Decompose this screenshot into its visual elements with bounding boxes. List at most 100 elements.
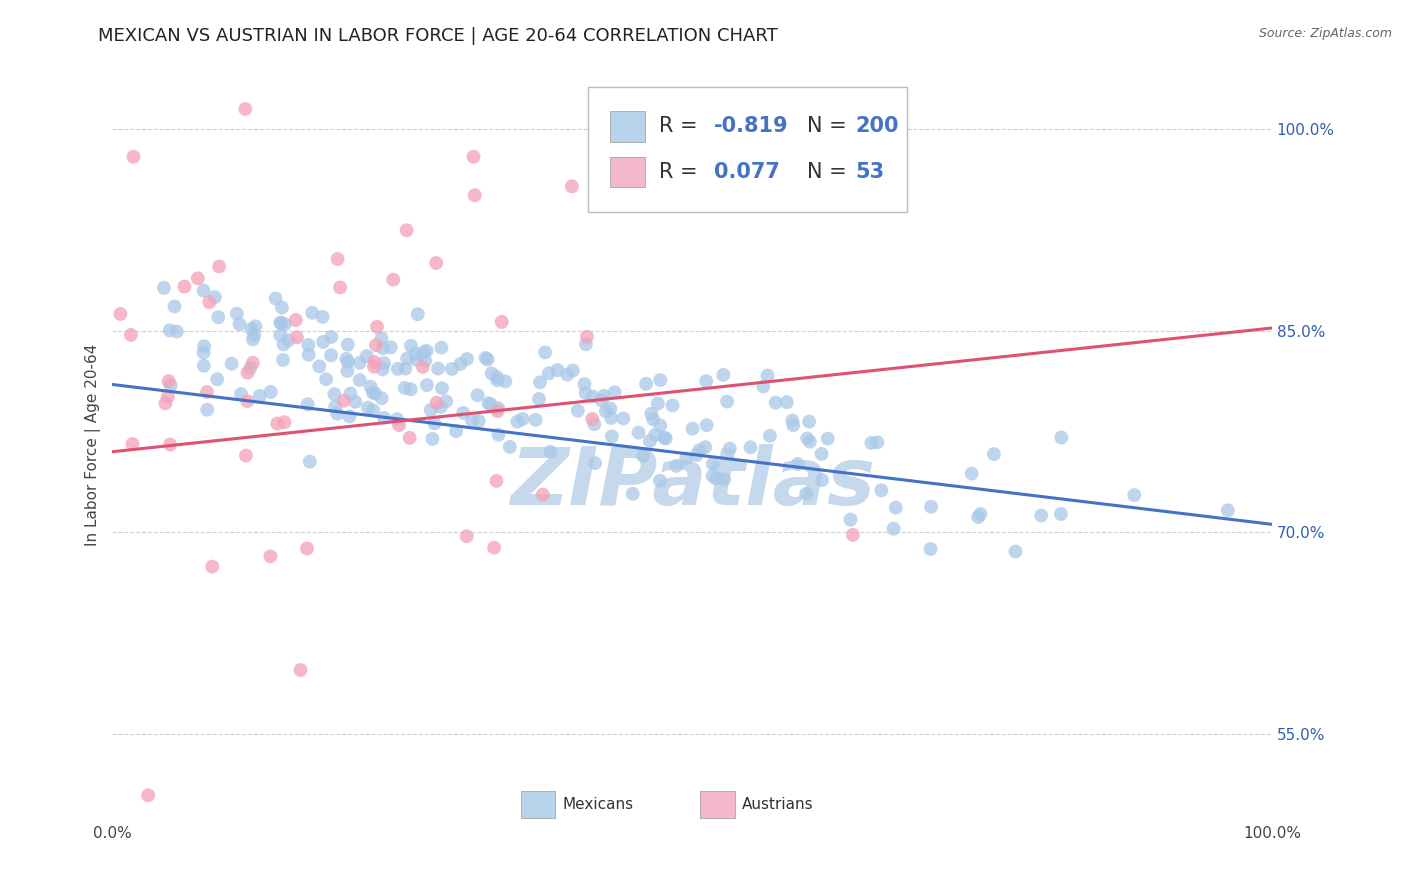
Point: [385, 412, 408, 426]
Point: [323, 387, 346, 401]
FancyBboxPatch shape: [610, 112, 644, 142]
Point: [695, 374, 717, 388]
Point: [759, 429, 782, 443]
Point: [654, 430, 676, 444]
Point: [603, 385, 626, 400]
Point: [157, 374, 180, 388]
Point: [242, 356, 264, 370]
Point: [450, 357, 472, 371]
Point: [364, 386, 387, 401]
Point: [621, 487, 644, 501]
Point: [321, 330, 343, 344]
Point: [269, 316, 291, 330]
Point: [387, 362, 409, 376]
Point: [419, 403, 441, 417]
Point: [695, 440, 717, 454]
Point: [534, 345, 557, 359]
Point: [225, 307, 247, 321]
Point: [481, 367, 503, 381]
Y-axis label: In Labor Force | Age 20-64: In Labor Force | Age 20-64: [86, 343, 101, 546]
Point: [817, 432, 839, 446]
Point: [794, 486, 817, 500]
Point: [240, 322, 263, 336]
Point: [440, 362, 463, 376]
Point: [786, 457, 808, 471]
Point: [567, 403, 589, 417]
Point: [423, 417, 446, 431]
Point: [235, 449, 257, 463]
Point: [198, 295, 221, 310]
Point: [349, 373, 371, 387]
Point: [229, 387, 252, 401]
Point: [380, 340, 402, 354]
Point: [711, 368, 734, 382]
Point: [756, 368, 779, 383]
Point: [193, 359, 215, 373]
Point: [799, 415, 821, 429]
FancyBboxPatch shape: [588, 87, 907, 211]
Point: [187, 271, 209, 285]
Point: [464, 188, 486, 202]
Point: [415, 343, 437, 358]
Point: [636, 376, 658, 391]
Point: [363, 355, 385, 369]
Point: [159, 323, 181, 337]
Point: [547, 363, 569, 377]
Point: [591, 393, 613, 408]
Point: [364, 338, 387, 352]
Point: [688, 443, 710, 458]
Point: [312, 334, 335, 349]
Point: [494, 375, 516, 389]
Point: [269, 328, 291, 343]
Point: [266, 417, 288, 431]
Point: [467, 414, 489, 428]
Text: Austrians: Austrians: [742, 797, 814, 813]
Point: [290, 663, 312, 677]
Point: [163, 300, 186, 314]
Point: [776, 395, 799, 409]
Point: [242, 332, 264, 346]
Point: [486, 373, 509, 387]
Point: [506, 415, 529, 429]
Text: Source: ZipAtlas.com: Source: ZipAtlas.com: [1258, 27, 1392, 40]
Point: [870, 483, 893, 498]
Point: [499, 440, 522, 454]
Point: [638, 434, 661, 448]
Point: [326, 252, 349, 266]
Point: [486, 401, 509, 416]
Point: [600, 411, 623, 425]
Point: [920, 542, 942, 557]
Point: [713, 472, 735, 486]
Point: [561, 363, 583, 377]
Point: [339, 386, 361, 401]
Point: [311, 310, 333, 324]
Point: [405, 347, 427, 361]
Point: [704, 471, 727, 485]
Point: [335, 351, 357, 366]
Point: [574, 377, 596, 392]
Point: [394, 381, 416, 395]
Point: [643, 412, 665, 426]
Point: [264, 292, 287, 306]
Point: [581, 412, 603, 426]
Point: [960, 467, 983, 481]
Point: [297, 338, 319, 352]
Point: [360, 379, 382, 393]
Point: [583, 456, 606, 470]
Point: [301, 306, 323, 320]
Point: [277, 333, 299, 347]
Point: [1004, 544, 1026, 558]
Text: R =: R =: [658, 162, 704, 183]
Point: [333, 393, 356, 408]
Point: [122, 150, 145, 164]
Point: [394, 361, 416, 376]
Point: [249, 389, 271, 403]
Point: [491, 315, 513, 329]
Point: [208, 260, 231, 274]
Point: [627, 425, 650, 440]
Text: R =: R =: [658, 117, 704, 136]
Point: [371, 341, 394, 355]
Point: [363, 359, 385, 374]
Point: [969, 507, 991, 521]
Point: [648, 474, 671, 488]
